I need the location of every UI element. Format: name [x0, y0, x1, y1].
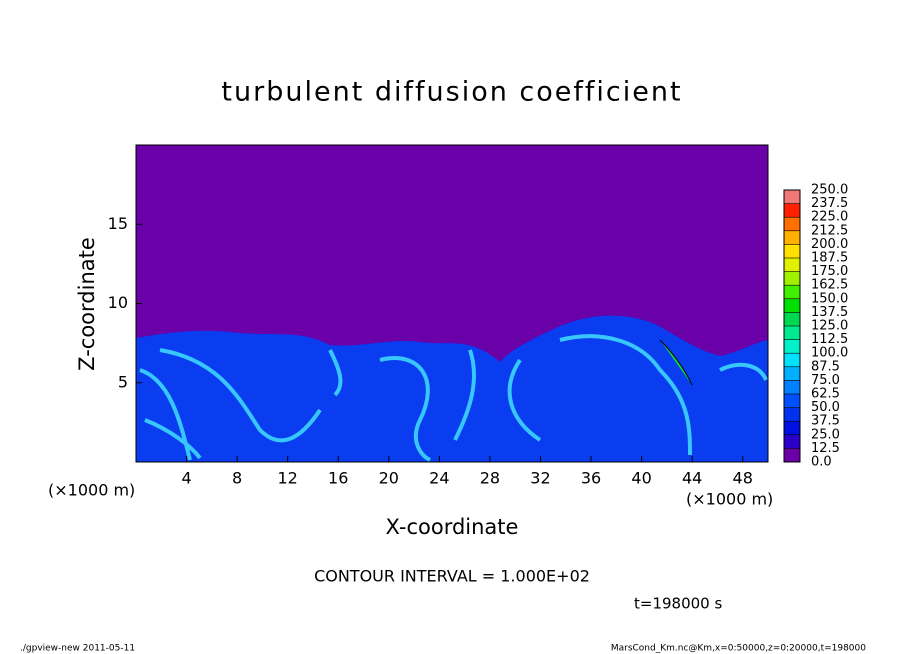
colorbar-cell [784, 380, 800, 394]
colorbar-label: 75.0 [811, 373, 840, 388]
x-unit: (×1000 m) [686, 490, 773, 509]
colorbar-cell [784, 339, 800, 354]
colorbar-label: 62.5 [811, 387, 840, 402]
x-tick-label: 20 [379, 469, 399, 488]
colorbar-label: 150.0 [811, 291, 848, 306]
field [136, 145, 768, 462]
colorbar-label: 12.5 [811, 441, 840, 456]
y-tick-label: 15 [108, 214, 128, 233]
field-swirls [139, 334, 768, 462]
field-green-patch [659, 339, 693, 386]
x-axis-label: X-coordinate [386, 515, 519, 539]
colorbar-label: 50.0 [811, 400, 840, 415]
colorbar-cell [784, 190, 800, 204]
colorbar-cell [784, 217, 800, 231]
colorbar-cell [784, 434, 800, 449]
colorbar-cell [784, 285, 800, 299]
colorbar-cell [784, 407, 800, 422]
x-tick-label: 44 [682, 469, 702, 488]
x-tick-label: 24 [429, 469, 449, 488]
contour-interval: CONTOUR INTERVAL = 1.000E+02 [314, 567, 590, 586]
y-unit: (×1000 m) [48, 481, 135, 500]
footer-right: MarsCond_Km.nc@Km,x=0:50000,z=0:20000,t=… [611, 644, 866, 654]
colorbar-cell [784, 448, 800, 462]
x-tick-label: 32 [530, 469, 550, 488]
x-tick-label: 36 [581, 469, 601, 488]
footer-left: ./gpview-new 2011-05-11 [20, 644, 135, 654]
colorbar-cell [784, 203, 800, 218]
chart-title: turbulent diffusion coefficient [221, 77, 682, 108]
colorbar-label: 175.0 [811, 264, 848, 279]
colorbar-label: 112.5 [811, 332, 848, 347]
colorbar-cell [784, 230, 800, 245]
colorbar-cell [784, 271, 800, 286]
colorbar-cell [784, 394, 800, 408]
colorbar-label: 250.0 [811, 183, 848, 198]
colorbar-cell [784, 298, 800, 313]
colorbar-label: 125.0 [811, 319, 848, 334]
colorbar-label: 225.0 [811, 210, 848, 225]
x-tick-label: 8 [232, 469, 242, 488]
colorbar-cell [784, 258, 800, 272]
colorbar-label: 87.5 [811, 359, 840, 374]
colorbar-label: 237.5 [811, 196, 848, 211]
time-note: t=198000 s [634, 595, 722, 613]
y-axis-label: Z-coordinate [75, 237, 99, 371]
colorbar-label: 162.5 [811, 278, 848, 293]
x-tick-label: 16 [328, 469, 348, 488]
colorbar-label: 37.5 [811, 414, 840, 429]
colorbar-label: 200.0 [811, 237, 848, 252]
x-tick-label: 12 [278, 469, 298, 488]
colorbar-cell [784, 244, 800, 258]
colorbar-cell [784, 421, 800, 435]
x-tick-label: 40 [631, 469, 651, 488]
colorbar-label: 212.5 [811, 223, 848, 238]
colorbar-cell [784, 326, 800, 340]
x-tick-label: 4 [181, 469, 191, 488]
field-turbulent-layer [136, 315, 768, 462]
y-tick-label: 10 [108, 293, 128, 312]
colorbar-cell [784, 312, 800, 326]
colorbar-label: 137.5 [811, 305, 848, 320]
x-tick-label: 48 [733, 469, 753, 488]
colorbar-label: 0.0 [811, 455, 832, 470]
y-tick-label: 5 [118, 372, 128, 391]
colorbar-cell [784, 366, 800, 381]
colorbar-label: 187.5 [811, 251, 848, 266]
x-tick-label: 28 [480, 469, 500, 488]
colorbar-cell [784, 353, 800, 367]
colorbar-label: 100.0 [811, 346, 848, 361]
colorbar-label: 25.0 [811, 427, 840, 442]
